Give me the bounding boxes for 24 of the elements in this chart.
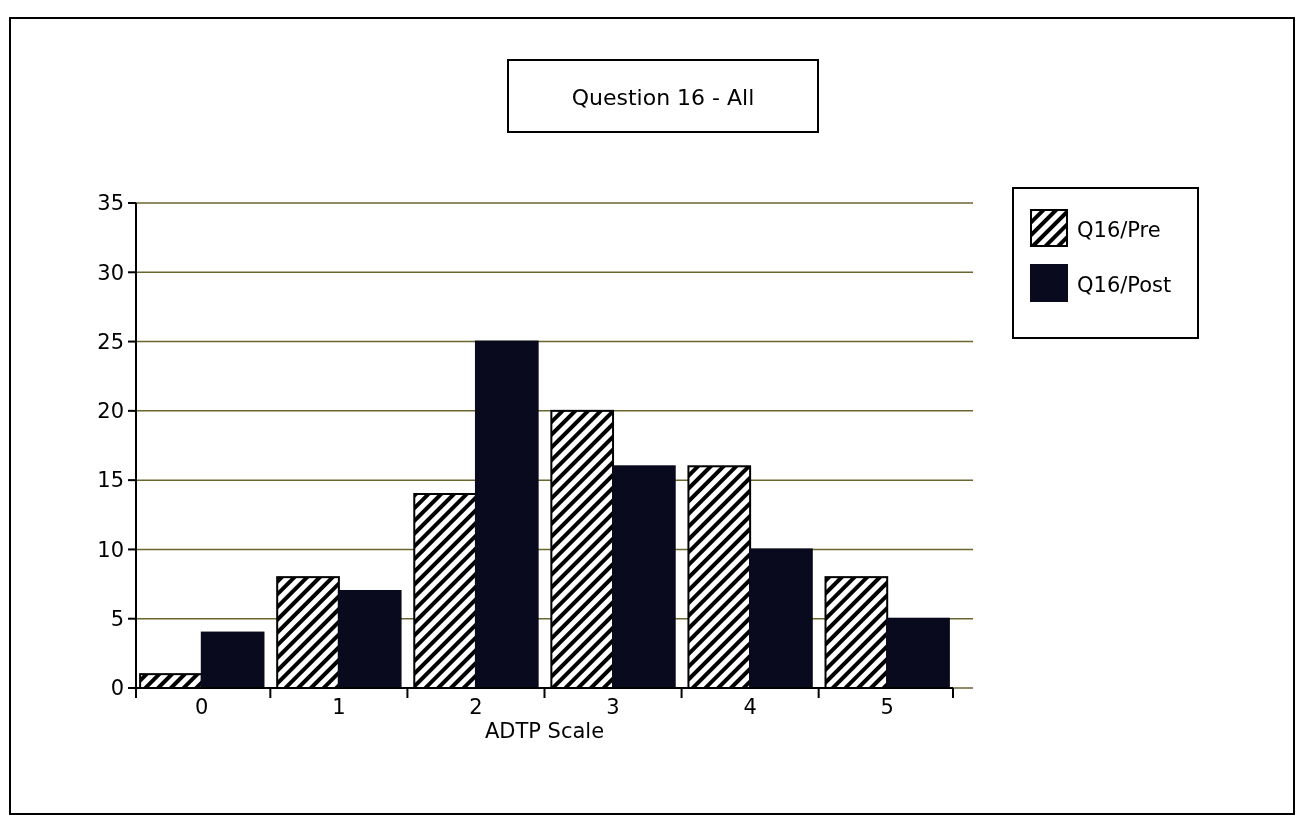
- x-tick-label: 1: [332, 695, 346, 719]
- x-tick-label: 2: [469, 695, 483, 719]
- bar: [886, 617, 950, 689]
- x-tick-label: 3: [606, 695, 620, 719]
- y-tick-label: 35: [97, 191, 124, 216]
- bar: [749, 548, 813, 689]
- y-tick-label: 5: [110, 607, 124, 632]
- y-tick-label: 30: [97, 260, 124, 285]
- x-tick-label: 4: [743, 695, 757, 719]
- legend-label: Q16/Post: [1077, 273, 1172, 298]
- bar: [474, 340, 539, 689]
- x-axis-title: ADTP Scale: [484, 719, 605, 743]
- bar: [337, 590, 402, 689]
- y-tick-label: 10: [97, 537, 124, 562]
- x-tick-label: 0: [195, 695, 209, 719]
- bar: [612, 465, 676, 689]
- y-tick-label: 20: [97, 399, 124, 424]
- bar: [200, 631, 265, 689]
- y-tick-label: 0: [110, 676, 124, 701]
- legend-label: Q16/Pre: [1077, 218, 1161, 243]
- y-tick-label: 15: [97, 468, 124, 493]
- chart-title: Question 16 - All: [571, 85, 755, 110]
- x-tick-label: 5: [880, 695, 894, 719]
- y-tick-label: 25: [97, 329, 124, 354]
